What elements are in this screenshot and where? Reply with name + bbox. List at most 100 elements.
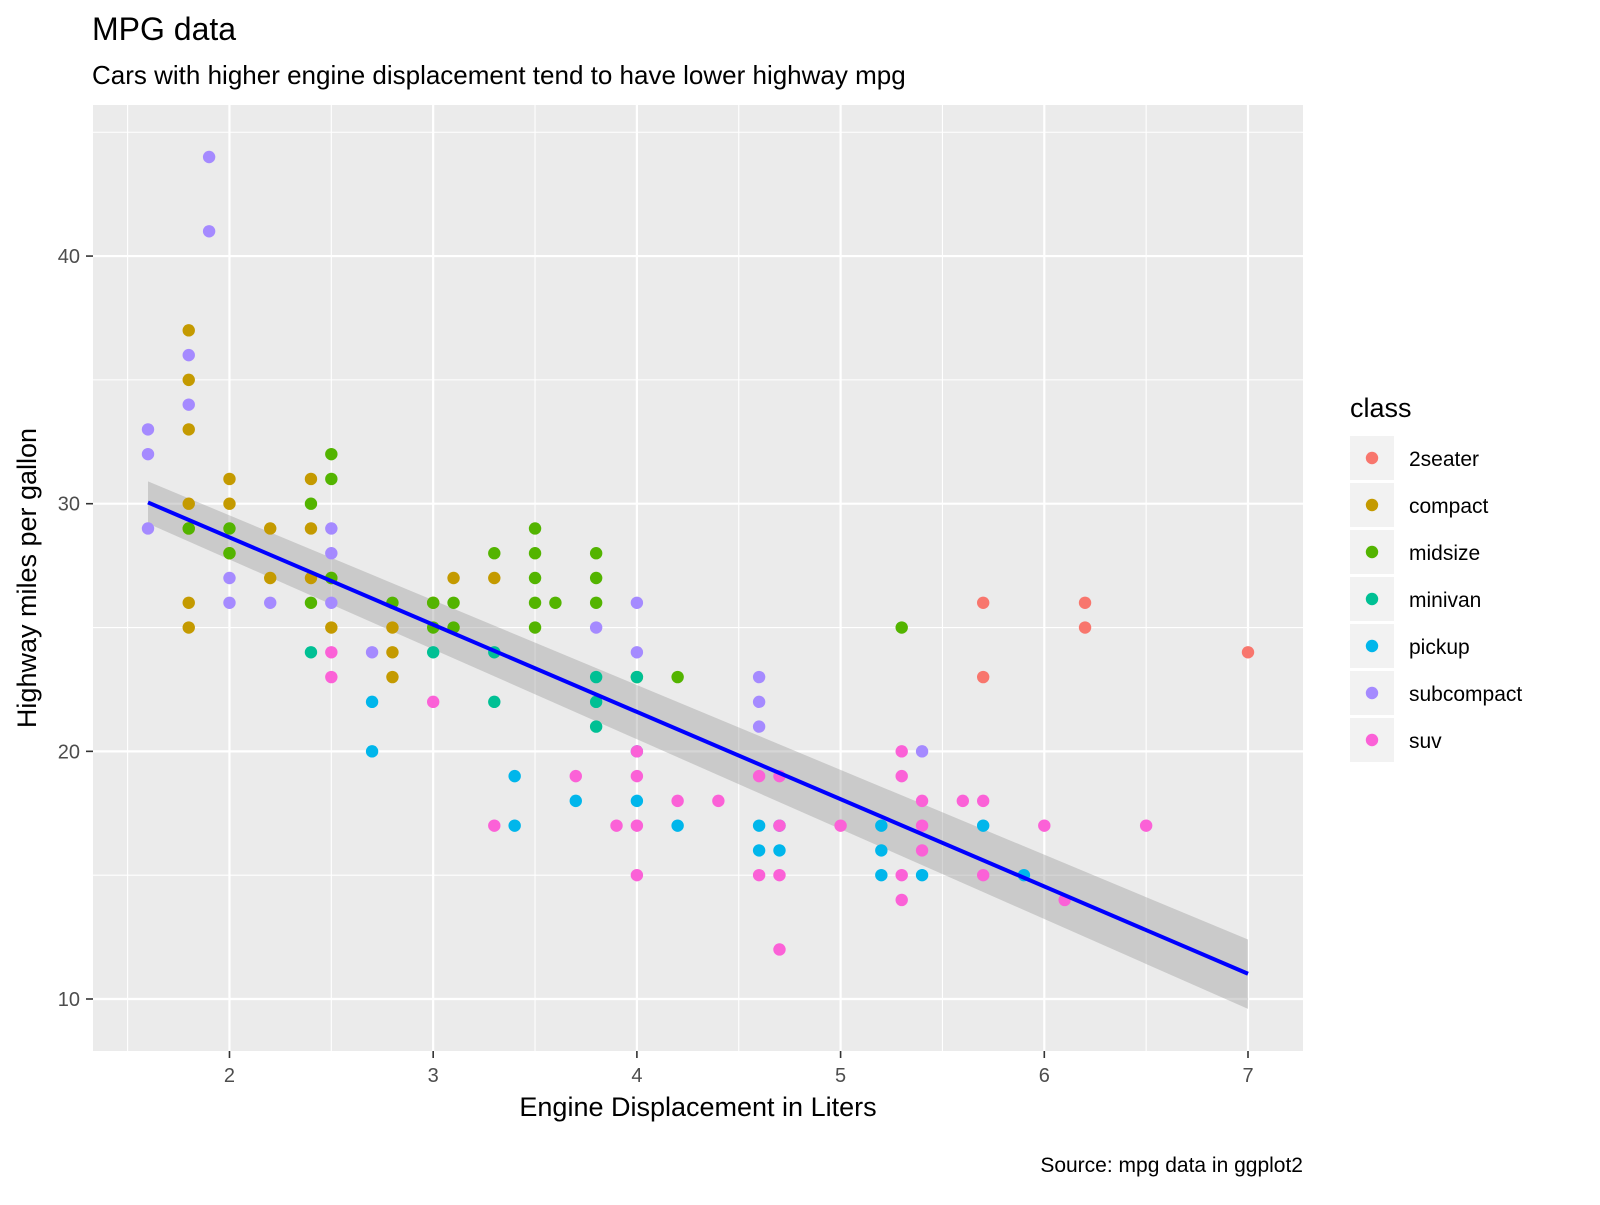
data-point-suv (630, 745, 644, 758)
y-axis-title: Highway miles per gallon (12, 428, 42, 728)
data-point-midsize (671, 670, 684, 684)
data-point-midsize (223, 547, 236, 560)
data-point-midsize (528, 621, 542, 634)
legend-swatch (1365, 733, 1379, 747)
legend-item-2seater: 2seater (1350, 436, 1479, 480)
data-point-compact (304, 522, 318, 535)
data-point-pickup (875, 844, 888, 857)
legend-item-suv: suv (1350, 718, 1442, 762)
data-point-2seater (976, 596, 990, 609)
data-point-suv (712, 794, 725, 808)
data-point-pickup (569, 794, 582, 808)
legend-swatch (1365, 686, 1379, 700)
data-point-suv (976, 868, 990, 882)
legend-entries: 2seater compact midsize minivan pickup subcom… (1350, 436, 1522, 762)
data-point-pickup (752, 819, 766, 832)
legend-item-midsize: midsize (1350, 530, 1480, 574)
data-point-subcompact (365, 646, 379, 659)
data-point-pickup (875, 868, 888, 882)
x-tick-label: 4 (631, 1065, 642, 1087)
data-point-midsize (182, 522, 195, 535)
legend-label: 2seater (1409, 448, 1479, 471)
legend-swatch (1365, 592, 1379, 606)
data-point-minivan (426, 646, 440, 659)
data-point-minivan (630, 670, 644, 684)
data-point-subcompact (202, 150, 216, 164)
data-point-subcompact (182, 398, 195, 411)
data-point-compact (182, 621, 195, 634)
data-point-compact (488, 571, 501, 585)
data-point-midsize (528, 571, 542, 585)
data-point-suv (426, 695, 440, 709)
legend-swatch (1365, 545, 1379, 559)
data-point-pickup (671, 819, 684, 832)
data-point-subcompact (223, 571, 236, 585)
data-point-suv (569, 769, 582, 783)
data-point-compact (182, 373, 195, 387)
data-point-suv (895, 868, 908, 882)
legend-label: pickup (1409, 636, 1470, 659)
data-point-minivan (589, 720, 603, 733)
legend-label: minivan (1409, 589, 1481, 612)
legend-label: midsize (1409, 542, 1480, 565)
y-tick-label: 30 (58, 494, 80, 516)
data-point-compact (325, 621, 338, 634)
data-point-compact (182, 497, 195, 510)
chart-subtitle: Cars with higher engine displacement ten… (92, 60, 906, 90)
data-point-suv (610, 819, 623, 832)
data-point-midsize (223, 522, 236, 535)
x-tick-label: 5 (835, 1065, 846, 1087)
data-point-compact (223, 497, 236, 510)
data-point-subcompact (141, 423, 155, 436)
data-point-subcompact (589, 621, 603, 634)
legend-swatch (1365, 451, 1379, 465)
data-point-pickup (365, 695, 379, 709)
data-point-midsize (447, 596, 460, 609)
data-point-suv (630, 769, 644, 783)
data-point-subcompact (325, 522, 338, 535)
x-tick-label: 2 (224, 1065, 235, 1087)
data-point-compact (264, 571, 277, 585)
data-point-midsize (528, 596, 542, 609)
data-point-pickup (752, 844, 766, 857)
data-point-2seater (976, 670, 990, 684)
confidence-band (148, 481, 1248, 1009)
data-point-subcompact (752, 670, 766, 684)
data-point-midsize (325, 472, 338, 486)
data-point-suv (630, 819, 644, 832)
x-axis: 2 3 4 5 6 7 (224, 1051, 1254, 1087)
data-point-suv (671, 794, 684, 808)
data-point-compact (304, 472, 318, 486)
legend-item-minivan: minivan (1350, 577, 1481, 621)
legend-title: class (1350, 393, 1412, 423)
data-point-compact (223, 472, 236, 486)
data-point-pickup (508, 819, 521, 832)
data-point-subcompact (264, 596, 277, 609)
data-point-subcompact (630, 646, 644, 659)
data-point-suv (956, 794, 970, 808)
plot-panel (93, 105, 1303, 1051)
data-point-subcompact (223, 596, 236, 609)
data-point-pickup (508, 769, 521, 783)
data-point-suv (1139, 819, 1153, 832)
x-axis-title: Engine Displacement in Liters (519, 1092, 876, 1122)
y-tick-label: 40 (58, 246, 80, 268)
y-axis: 10 20 30 40 (58, 246, 93, 1011)
data-point-suv (630, 868, 644, 882)
data-point-suv (895, 745, 908, 758)
data-point-subcompact (141, 522, 155, 535)
data-point-pickup (630, 794, 644, 808)
legend-item-subcompact: subcompact (1350, 671, 1522, 715)
data-point-midsize (549, 596, 562, 609)
data-point-minivan (304, 646, 318, 659)
data-point-minivan (589, 670, 603, 684)
data-point-suv (325, 646, 338, 659)
x-tick-label: 7 (1242, 1065, 1253, 1087)
data-point-suv (752, 868, 766, 882)
data-point-subcompact (325, 596, 338, 609)
data-point-suv (773, 943, 786, 956)
data-point-subcompact (630, 596, 644, 609)
regression-line (147, 500, 1249, 976)
data-point-compact (386, 670, 399, 684)
